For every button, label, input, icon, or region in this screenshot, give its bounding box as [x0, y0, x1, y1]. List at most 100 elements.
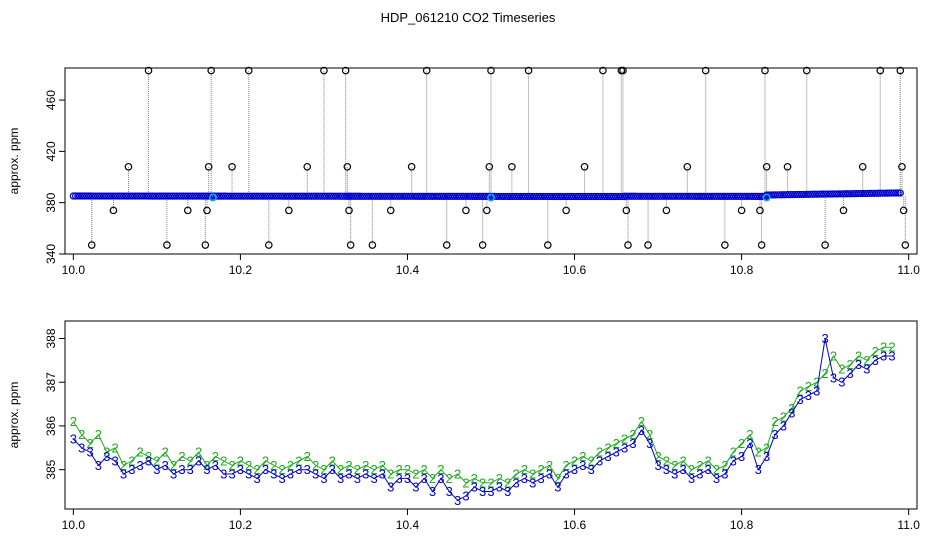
series-2-point: 2	[730, 445, 737, 460]
series-2-point: 2	[496, 471, 503, 486]
baseline-point	[499, 192, 507, 201]
series-3-point: 3	[872, 353, 879, 368]
series-2-point: 2	[654, 449, 661, 464]
baseline-point	[451, 192, 459, 200]
baseline-point	[360, 192, 369, 200]
series-2-point: 2	[86, 436, 93, 451]
baseline-point	[204, 192, 212, 200]
series-3-point: 3	[312, 467, 319, 482]
baseline-point	[116, 192, 124, 200]
baseline-point	[415, 192, 424, 200]
top-y-tick-label: 380	[44, 192, 58, 212]
baseline-point	[596, 192, 604, 201]
series-2-point: 2	[888, 340, 895, 355]
spike-point	[802, 66, 811, 75]
spike-point	[320, 66, 328, 75]
series-2-point: 2	[588, 453, 595, 468]
baseline-point	[135, 192, 144, 200]
bottom-x-tick-label: 11.0	[897, 518, 920, 532]
baseline-point	[497, 192, 505, 201]
series-2-point: 2	[830, 348, 837, 363]
series-3-point: 3	[763, 449, 770, 464]
baseline-point	[162, 192, 170, 200]
baseline-point	[257, 192, 265, 200]
baseline-point	[305, 192, 313, 200]
series-2-point: 2	[178, 449, 185, 464]
series-2-point: 2	[538, 462, 545, 477]
baseline-point	[98, 192, 106, 200]
spike-point	[386, 206, 395, 215]
spike-point	[228, 162, 236, 171]
series-2-point: 2	[663, 453, 670, 468]
series-2-point: 2	[254, 462, 261, 477]
series-2-point: 2	[646, 427, 653, 442]
baseline-point	[541, 192, 549, 201]
bottom-plot-frame	[64, 320, 918, 510]
spike-point	[407, 162, 416, 171]
baseline-point	[91, 192, 100, 200]
spike-point	[483, 206, 491, 215]
series-3-point: 3	[245, 467, 252, 482]
series-2-point: 2	[721, 458, 728, 473]
baseline-point	[477, 192, 485, 200]
series-3-point: 3	[95, 458, 102, 473]
series-3-point: 3	[588, 462, 595, 477]
baseline-point	[460, 192, 468, 200]
baseline-point	[404, 192, 413, 200]
spike-point	[858, 162, 867, 171]
baseline-point	[539, 192, 547, 201]
baseline-point	[590, 192, 598, 201]
baseline-point	[175, 192, 183, 200]
series-2-point: 2	[855, 348, 862, 363]
series-2-point: 2	[404, 462, 411, 477]
top-y-tick-label: 340	[44, 244, 58, 264]
spike-point	[508, 162, 516, 171]
baseline-point	[473, 192, 481, 200]
series-3-point: 3	[554, 480, 561, 495]
baseline-point	[501, 192, 510, 201]
series-3-point: 3	[320, 471, 327, 486]
series-2-point: 2	[755, 445, 762, 460]
series-3-point: 3	[771, 427, 778, 442]
baseline-point	[380, 192, 388, 200]
spike-point	[901, 241, 910, 249]
bottom-y-tick-label: 385	[44, 459, 58, 479]
baseline-point	[307, 192, 316, 200]
baseline-point	[74, 192, 82, 200]
baseline-point	[420, 192, 428, 200]
spike-point	[756, 206, 764, 215]
baseline-point	[122, 192, 130, 200]
series-3-point: 3	[680, 462, 687, 477]
baseline-point	[407, 192, 415, 200]
bottom-x-tick-label: 10.4	[396, 518, 420, 532]
baseline-point	[157, 192, 166, 200]
series-3-point: 3	[838, 375, 845, 390]
series-2-point: 2	[571, 453, 578, 468]
baseline-point	[105, 192, 113, 200]
chart-title: HDP_061210 CO2 Timeseries	[381, 10, 556, 25]
series-3-point: 3	[237, 462, 244, 477]
baseline-point	[71, 192, 80, 200]
baseline-point	[515, 192, 523, 201]
series-2-point: 2	[554, 471, 561, 486]
series-2-point: 2	[671, 458, 678, 473]
baseline-point	[327, 192, 335, 200]
baseline-point	[563, 192, 571, 201]
baseline-point	[210, 192, 219, 200]
baseline-point	[354, 192, 362, 200]
baseline-point	[561, 192, 569, 201]
baseline-point	[312, 192, 320, 200]
baseline-point	[248, 192, 256, 200]
baseline-point	[263, 192, 272, 200]
baseline-point	[490, 192, 499, 201]
series-3-point: 3	[387, 480, 394, 495]
baseline-point	[191, 192, 199, 200]
baseline-point	[457, 192, 466, 200]
spike-point	[204, 162, 213, 171]
baseline-point	[572, 192, 580, 201]
baseline-point	[554, 192, 563, 201]
series-2-point: 2	[354, 462, 361, 477]
series-2-point: 2	[287, 458, 294, 473]
